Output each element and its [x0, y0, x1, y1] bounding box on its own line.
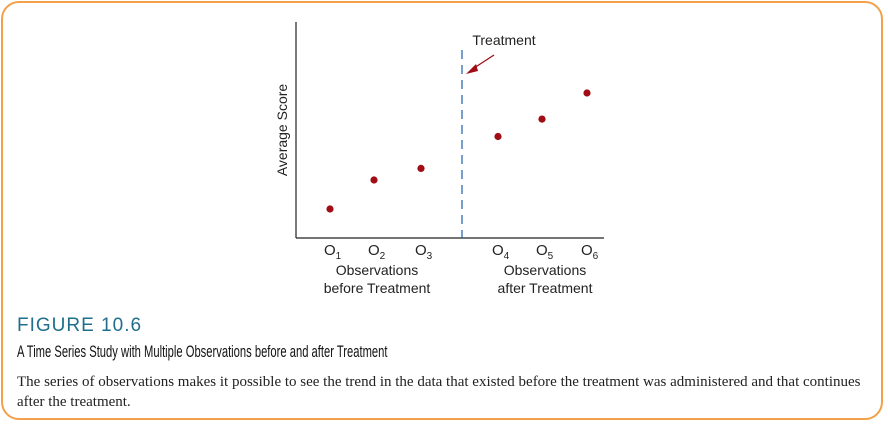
y-axis-label: Average Score	[274, 84, 290, 177]
treatment-label: Treatment	[472, 32, 535, 48]
x-tick-label-3: O3	[415, 242, 433, 262]
data-point-5	[538, 115, 546, 123]
data-point-3	[417, 164, 425, 172]
data-point-6	[583, 89, 591, 97]
figure-title: A Time Series Study with Multiple Observ…	[17, 342, 388, 361]
x-tick-label-1: O1	[324, 242, 342, 262]
x-tick-label-6: O6	[581, 242, 599, 262]
data-point-1	[326, 205, 334, 213]
data-point-4	[494, 132, 502, 141]
x-tick-label-4: O4	[492, 242, 510, 262]
group-label-2-line1: Observations	[504, 262, 586, 278]
data-point-2	[370, 176, 378, 184]
x-tick-label-5: O5	[536, 242, 554, 262]
figure-caption: The series of observations makes it poss…	[17, 374, 861, 410]
x-tick-label-2: O2	[368, 242, 386, 262]
group-label-1-line1: Observations	[336, 262, 418, 278]
group-label-2-line2: after Treatment	[498, 280, 593, 296]
treatment-arrowhead	[466, 64, 478, 74]
figure-label: FIGURE 10.6	[17, 315, 143, 336]
group-label-1-line2: before Treatment	[324, 280, 431, 296]
